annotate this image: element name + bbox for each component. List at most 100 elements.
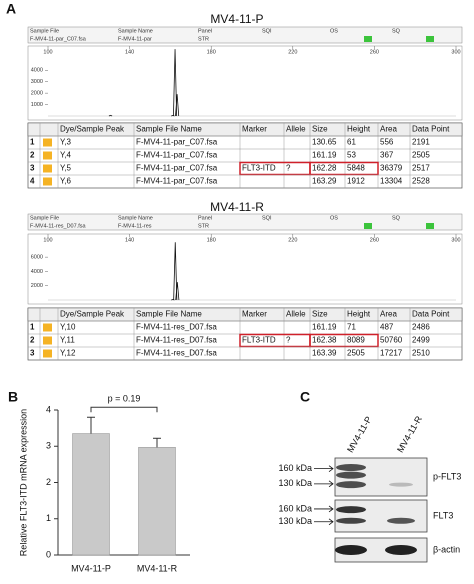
band [389, 482, 413, 487]
x-tick-label: 180 [207, 237, 216, 243]
run-title: MV4-11-R [210, 200, 264, 214]
header-label: SQI [262, 215, 272, 221]
table-cell: 13304 [380, 177, 403, 186]
table-cell: Y,5 [60, 164, 72, 173]
table-cell: 36379 [380, 164, 403, 173]
header-label: Sample Name [118, 215, 153, 221]
band [335, 545, 367, 555]
header-value: F-MV4-11-res_D07.fsa [30, 223, 86, 229]
table-cell: F-MV4-11-par_C07.fsa [136, 177, 218, 186]
column-header: Size [312, 310, 328, 319]
lane-label: MV4-11-P [345, 415, 374, 455]
peak [108, 114, 113, 117]
table-cell: FLT3-ITD [242, 164, 276, 173]
header-label: Sample File [30, 28, 59, 34]
table-cell: Y,6 [60, 177, 72, 186]
y-tick-label: 6000 [31, 255, 43, 261]
dye-swatch [43, 138, 52, 147]
header-label: Sample Name [118, 28, 153, 34]
table-cell: 161.19 [312, 323, 337, 332]
dye-swatch [43, 323, 52, 332]
x-tick-label: MV4-11-R [137, 563, 178, 573]
panel-label: B [8, 389, 18, 405]
table-cell: 2499 [412, 336, 430, 345]
x-tick-label: 300 [451, 49, 460, 55]
table-cell: 4 [30, 177, 35, 186]
plot-frame [27, 45, 463, 121]
significance-bracket [90, 406, 158, 413]
panel-label: C [300, 389, 310, 405]
band [336, 506, 366, 514]
table-cell: 50760 [380, 336, 403, 345]
y-tick-label: 4 [46, 404, 51, 414]
table-cell: Y,10 [60, 323, 76, 332]
bar [72, 433, 110, 556]
peak [173, 49, 178, 117]
header-value: F-MV4-11-par [118, 36, 152, 42]
table-cell: 163.29 [312, 177, 337, 186]
column-header: Allele [286, 125, 306, 134]
table-cell: 2505 [347, 349, 365, 358]
column-header: Area [380, 125, 397, 134]
x-tick-label: 260 [370, 237, 379, 243]
table-cell: F-MV4-11-par_C07.fsa [136, 151, 218, 160]
x-tick-label: MV4-11-P [71, 563, 111, 573]
x-tick-label: 140 [125, 49, 134, 55]
table-cell: 162.28 [312, 164, 337, 173]
dye-swatch [43, 349, 52, 358]
table-cell: F-MV4-11-par_C07.fsa [136, 164, 218, 173]
peak [175, 282, 180, 301]
y-tick-label: 1 [46, 513, 51, 523]
table-cell: 1 [30, 323, 35, 332]
table-cell: 8089 [347, 336, 365, 345]
table-cell: 61 [347, 138, 356, 147]
table-cell: 163.39 [312, 349, 337, 358]
x-tick-label: 300 [451, 237, 460, 243]
table-cell: 487 [380, 323, 394, 332]
column-header: Sample File Name [136, 310, 202, 319]
header-label: OS [330, 215, 338, 221]
table-cell: 3 [30, 349, 35, 358]
dye-swatch [43, 151, 52, 160]
table-cell: Y,3 [60, 138, 72, 147]
column-header: Size [312, 125, 328, 134]
table-cell: F-MV4-11-res_D07.fsa [136, 323, 217, 332]
column-header: Marker [242, 310, 267, 319]
y-tick-label: 4000 [31, 68, 43, 74]
column-header: Allele [286, 310, 306, 319]
marker-arrow [314, 465, 334, 472]
x-tick-label: 100 [43, 237, 52, 243]
band [387, 517, 415, 524]
table-cell: 5848 [347, 164, 365, 173]
blot-label: β-actin [433, 544, 460, 554]
table-cell: 2517 [412, 164, 430, 173]
header-label: Panel [198, 28, 212, 34]
band [336, 481, 366, 489]
table-cell: 367 [380, 151, 394, 160]
y-tick-label: 1000 [31, 102, 43, 108]
header-value: STR [198, 223, 209, 229]
y-tick-label: 3 [46, 441, 51, 451]
column-header: Height [347, 125, 371, 134]
band [336, 517, 366, 524]
table-cell: 1912 [347, 177, 365, 186]
table-cell: 1 [30, 138, 35, 147]
header-strip [27, 213, 463, 231]
status-icon [426, 36, 434, 42]
highlight-box [309, 161, 379, 176]
x-tick-label: 220 [288, 49, 297, 55]
header-label: Sample File [30, 215, 59, 221]
table-cell: 2 [30, 336, 35, 345]
dye-swatch [43, 177, 52, 186]
header-value: F-MV4-11-res [118, 223, 152, 229]
band [385, 545, 417, 555]
table-cell: F-MV4-11-res_D07.fsa [136, 336, 217, 345]
table-cell: 162.38 [312, 336, 337, 345]
header-label: SQ [392, 215, 401, 221]
column-header: Sample File Name [136, 125, 202, 134]
marker-arrow [314, 518, 334, 526]
plot-frame [27, 233, 463, 305]
header-value: STR [198, 36, 209, 42]
table-cell: FLT3-ITD [242, 336, 276, 345]
